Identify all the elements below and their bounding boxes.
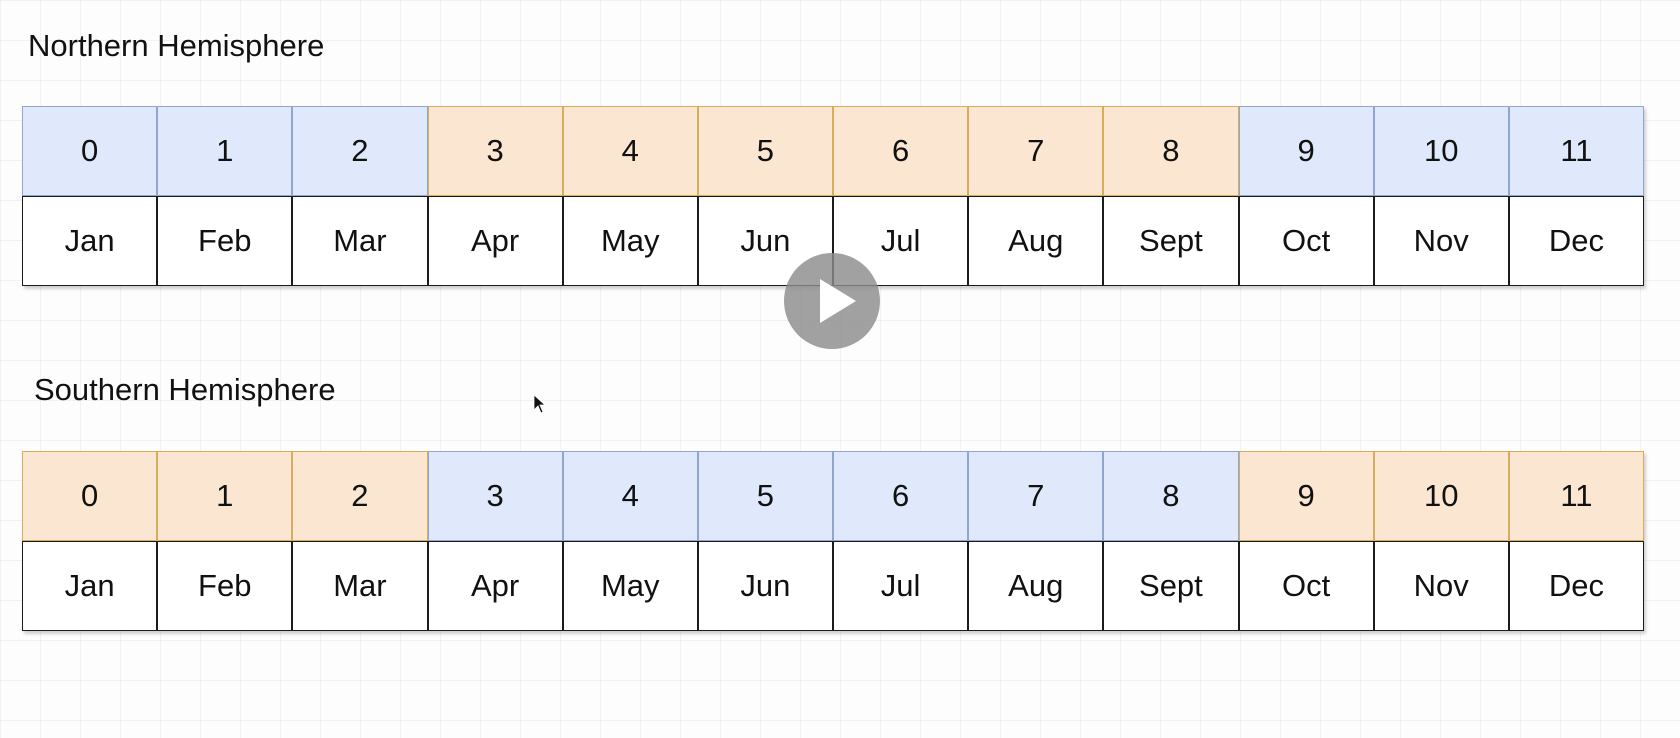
- south-index-cell: 3: [427, 451, 563, 541]
- south-month-cell: Oct: [1238, 541, 1374, 631]
- north-month-cell: Nov: [1373, 196, 1509, 286]
- north-month-cell: Oct: [1238, 196, 1374, 286]
- south-index-cell: 4: [562, 451, 698, 541]
- north-index-cell: 2: [292, 106, 428, 196]
- south-month-cell: Jan: [22, 541, 158, 631]
- south-index-cell: 2: [292, 451, 428, 541]
- south-month-cell: Jun: [697, 541, 833, 631]
- south-index-cell: 0: [22, 451, 158, 541]
- north-index-cell: 10: [1373, 106, 1509, 196]
- north-index-cell: 9: [1238, 106, 1374, 196]
- northern-hemisphere-title: Northern Hemisphere: [28, 28, 325, 63]
- north-index-cell: 8: [1103, 106, 1239, 196]
- south-index-cell: 11: [1508, 451, 1644, 541]
- south-month-cell: Dec: [1508, 541, 1644, 631]
- north-index-cell: 3: [427, 106, 563, 196]
- southern-hemisphere-table: 0 1 2 3 4 5 6 7 8 9 10 11 Jan Feb Mar Apr May Jun Jul Aug Se…: [22, 451, 1644, 631]
- north-index-cell: 4: [562, 106, 698, 196]
- play-icon: [820, 279, 856, 323]
- south-month-cell: May: [562, 541, 698, 631]
- southern-hemisphere-title: Southern Hemisphere: [34, 372, 336, 407]
- north-index-cell: 5: [697, 106, 833, 196]
- south-index-cell: 7: [968, 451, 1104, 541]
- north-month-cell: Dec: [1508, 196, 1644, 286]
- south-index-cell: 10: [1373, 451, 1509, 541]
- north-month-cell: Sept: [1103, 196, 1239, 286]
- north-month-cell: Jan: [22, 196, 158, 286]
- north-month-cell: Aug: [968, 196, 1104, 286]
- north-month-cell: Apr: [427, 196, 563, 286]
- south-month-cell: Mar: [292, 541, 428, 631]
- south-month-cell: Feb: [157, 541, 293, 631]
- south-month-cell: Apr: [427, 541, 563, 631]
- north-month-cell: Feb: [157, 196, 293, 286]
- south-index-cell: 5: [697, 451, 833, 541]
- south-month-cell: Nov: [1373, 541, 1509, 631]
- north-index-cell: 7: [968, 106, 1104, 196]
- north-index-cell: 0: [22, 106, 158, 196]
- north-index-cell: 1: [157, 106, 293, 196]
- north-index-cell: 6: [833, 106, 969, 196]
- south-index-cell: 6: [833, 451, 969, 541]
- north-month-cell: Mar: [292, 196, 428, 286]
- south-index-cell: 8: [1103, 451, 1239, 541]
- south-index-cell: 9: [1238, 451, 1374, 541]
- south-month-cell: Sept: [1103, 541, 1239, 631]
- north-index-cell: 11: [1508, 106, 1644, 196]
- mouse-cursor-icon: [534, 395, 546, 414]
- south-index-cell: 1: [157, 451, 293, 541]
- north-month-cell: May: [562, 196, 698, 286]
- south-month-cell: Jul: [833, 541, 969, 631]
- south-month-cell: Aug: [968, 541, 1104, 631]
- play-button[interactable]: [784, 253, 880, 349]
